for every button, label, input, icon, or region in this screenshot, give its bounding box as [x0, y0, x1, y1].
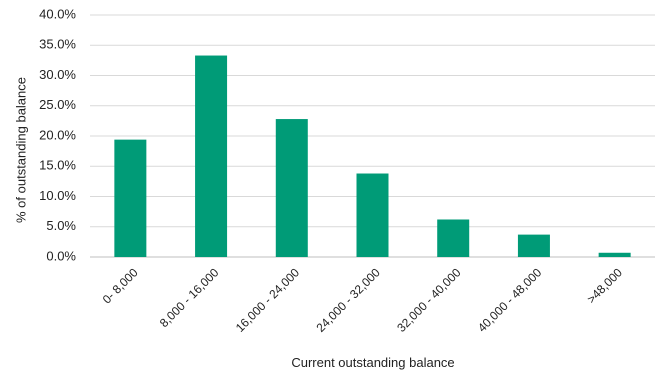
bars	[114, 55, 631, 257]
bar	[598, 252, 631, 257]
x-tick-label: 32,000 - 40,000	[394, 265, 464, 335]
y-tick-label: 25.0%	[39, 97, 76, 112]
y-axis-title: % of outstanding balance	[13, 77, 28, 223]
y-tick-label: 10.0%	[39, 188, 76, 203]
x-axis-ticks: 0- 8,000 8,000 - 16,000 16,000 - 24,000 24,…	[100, 265, 626, 335]
bar	[114, 139, 147, 257]
x-tick-label: 16,000 - 24,000	[233, 265, 303, 335]
x-tick-label: 8,000 - 16,000	[157, 265, 222, 330]
y-tick-label: 5.0%	[46, 218, 76, 233]
y-tick-label: 20.0%	[39, 127, 76, 142]
y-tick-label: 35.0%	[39, 37, 76, 52]
y-tick-label: 30.0%	[39, 67, 76, 82]
bar	[195, 55, 228, 257]
x-tick-label: >48,000	[584, 265, 625, 306]
y-tick-label: 0.0%	[46, 248, 76, 263]
x-tick-label: 0- 8,000	[100, 265, 141, 306]
bar	[275, 119, 308, 257]
bar	[517, 234, 550, 257]
y-axis-ticks: 0.0% 5.0% 10.0% 15.0% 20.0% 25.0% 30.0% 35.0% 40…	[39, 6, 76, 263]
bar	[437, 219, 470, 257]
bar	[356, 173, 389, 257]
x-axis-title: Current outstanding balance	[291, 355, 454, 370]
gridlines	[90, 14, 655, 258]
y-tick-label: 40.0%	[39, 6, 76, 21]
x-tick-label: 24,000 - 32,000	[314, 265, 384, 335]
y-tick-label: 15.0%	[39, 158, 76, 173]
x-tick-label: 40,000 - 48,000	[475, 265, 545, 335]
